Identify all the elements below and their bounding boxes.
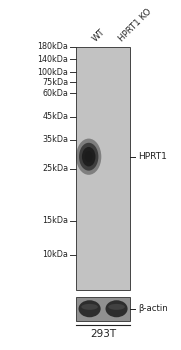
Text: 25kDa: 25kDa xyxy=(42,164,68,173)
Text: 60kDa: 60kDa xyxy=(43,89,68,98)
Bar xyxy=(76,297,130,321)
Text: 140kDa: 140kDa xyxy=(37,55,68,64)
Ellipse shape xyxy=(108,304,125,310)
Ellipse shape xyxy=(85,151,93,162)
Text: WT: WT xyxy=(90,27,107,43)
Text: 10kDa: 10kDa xyxy=(43,250,68,259)
Text: 45kDa: 45kDa xyxy=(42,112,68,121)
Text: 293T: 293T xyxy=(90,329,116,340)
Ellipse shape xyxy=(82,147,96,167)
Ellipse shape xyxy=(81,304,98,310)
Ellipse shape xyxy=(79,143,98,171)
Ellipse shape xyxy=(76,139,101,175)
Text: 35kDa: 35kDa xyxy=(42,135,68,144)
Bar xyxy=(76,47,130,290)
Text: HPRT1: HPRT1 xyxy=(138,152,167,161)
Ellipse shape xyxy=(79,300,101,317)
Ellipse shape xyxy=(106,300,128,317)
Text: 180kDa: 180kDa xyxy=(37,42,68,51)
Text: HPRT1 KO: HPRT1 KO xyxy=(117,7,154,43)
Text: β-actin: β-actin xyxy=(138,304,168,313)
Text: 75kDa: 75kDa xyxy=(42,78,68,87)
Text: 100kDa: 100kDa xyxy=(37,68,68,77)
Text: 15kDa: 15kDa xyxy=(42,216,68,225)
